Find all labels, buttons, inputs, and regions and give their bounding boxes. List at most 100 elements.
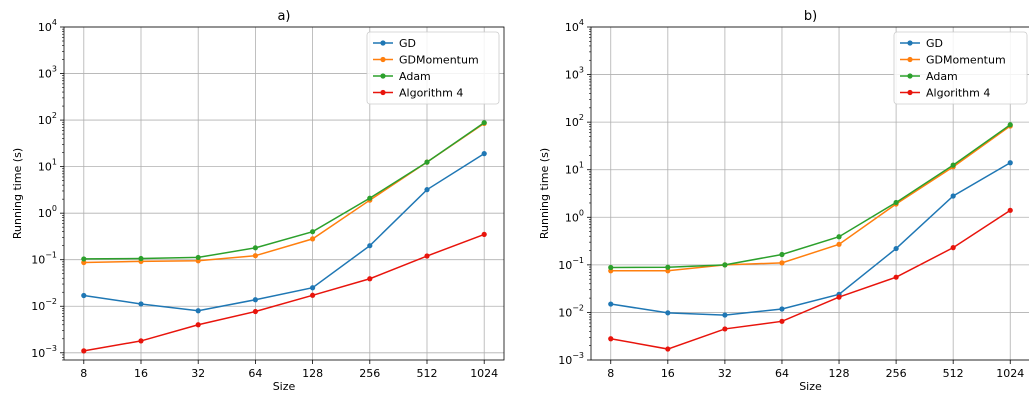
series-line (83, 122, 485, 260)
y-tick-label: 102 (565, 113, 584, 129)
y-tick-exponent: 3 (52, 65, 57, 74)
data-point (195, 322, 201, 328)
legend-swatch-marker (380, 40, 386, 46)
y-tick-label: 104 (565, 18, 584, 34)
data-point (1007, 122, 1013, 128)
y-tick-base: 10 (558, 259, 572, 272)
plot-frame (63, 26, 505, 361)
y-tick-exponent: −3 (572, 351, 584, 360)
data-point (893, 245, 899, 252)
data-point (893, 274, 899, 280)
series-algorithm-4 (81, 231, 487, 354)
y-tick-label: 104 (38, 18, 57, 34)
y-tick-base: 10 (565, 116, 579, 129)
data-point (779, 306, 785, 312)
y-tick-exponent: 0 (579, 208, 584, 217)
x-tick-label: 512 (417, 367, 438, 380)
data-point (779, 251, 785, 258)
y-tick-exponent: 1 (579, 161, 584, 170)
data-point (608, 264, 614, 271)
data-point (665, 310, 671, 316)
data-point (310, 285, 316, 291)
plot-frame (590, 26, 1029, 361)
y-tick-base: 10 (38, 114, 52, 127)
data-point (779, 260, 785, 266)
data-point (1007, 207, 1013, 213)
series-line (610, 162, 1011, 316)
data-point (81, 348, 87, 354)
legend-swatch-marker (907, 73, 913, 79)
x-tick-label: 256 (359, 367, 380, 380)
data-point (367, 276, 373, 282)
y-tick-base: 10 (565, 21, 579, 34)
y-tick-label: 103 (565, 66, 584, 82)
legend-label: Algorithm 4 (399, 87, 463, 100)
y-tick-label: 10−3 (31, 344, 57, 360)
data-point (81, 256, 87, 262)
data-point (252, 253, 258, 259)
data-point (424, 159, 430, 165)
y-tick-label: 10−1 (558, 256, 584, 272)
data-point (481, 231, 487, 237)
data-point (81, 259, 87, 266)
legend-label: Adam (926, 70, 958, 83)
series-adam (81, 120, 487, 262)
legend-swatch-marker (380, 73, 386, 79)
series-gd (608, 160, 1013, 318)
legend-label: GDMomentum (926, 54, 1006, 67)
y-tick-exponent: 4 (52, 18, 57, 27)
data-point (608, 301, 614, 307)
series-line (610, 209, 1011, 350)
y-tick-base: 10 (38, 68, 52, 81)
x-axis-label: Size (273, 380, 296, 393)
y-tick-exponent: 1 (52, 158, 57, 167)
data-point (367, 195, 373, 201)
y-tick-label: 10−2 (31, 297, 57, 313)
y-tick-label: 100 (38, 204, 57, 220)
legend-label: GDMomentum (399, 54, 479, 67)
y-tick-label: 10−2 (558, 303, 584, 319)
legend-label: Adam (399, 70, 431, 83)
y-tick-base: 10 (565, 211, 579, 224)
y-tick-exponent: −2 (45, 297, 57, 306)
x-tick-label: 16 (661, 367, 675, 380)
y-tick-exponent: 3 (579, 66, 584, 75)
data-point (195, 308, 201, 314)
data-point (836, 241, 842, 247)
chart-panel-a: 8 16 32 64 128 256 512 102410−310−210−110010110… (11, 9, 505, 393)
series-gdmomentum (81, 120, 487, 266)
y-axis-label: Running time (s) (538, 148, 551, 239)
y-tick-label: 102 (38, 111, 57, 127)
y-tick-exponent: −3 (45, 344, 57, 353)
data-point (252, 297, 258, 303)
y-tick-label: 100 (565, 208, 584, 224)
chart-title: a) (277, 9, 290, 24)
legend-label: Algorithm 4 (926, 87, 990, 100)
x-tick-label: 256 (886, 367, 907, 380)
chart-panel-b: 8 16 32 64 128 256 512 102410−310−210−110010110… (538, 9, 1029, 393)
y-tick-exponent: −1 (45, 251, 57, 260)
y-tick-exponent: −2 (572, 303, 584, 312)
y-tick-exponent: 2 (52, 111, 57, 120)
data-point (836, 294, 842, 300)
y-tick-base: 10 (31, 254, 45, 267)
x-tick-label: 64 (775, 367, 789, 380)
data-point (722, 312, 728, 318)
y-tick-base: 10 (38, 21, 52, 34)
data-point (138, 301, 144, 307)
data-point (1007, 160, 1013, 166)
y-tick-base: 10 (31, 300, 45, 313)
y-tick-label: 10−3 (558, 351, 584, 367)
x-tick-label: 32 (718, 367, 732, 380)
legend-label: GD (399, 37, 416, 50)
data-point (893, 199, 899, 206)
series-gd (81, 151, 487, 314)
y-tick-base: 10 (558, 306, 572, 319)
y-tick-exponent: 4 (579, 18, 584, 27)
data-point (665, 346, 671, 352)
chart-title: b) (804, 9, 817, 24)
y-tick-base: 10 (38, 207, 52, 220)
x-tick-label: 128 (829, 367, 850, 380)
legend-box (893, 31, 1028, 105)
data-point (481, 151, 487, 157)
